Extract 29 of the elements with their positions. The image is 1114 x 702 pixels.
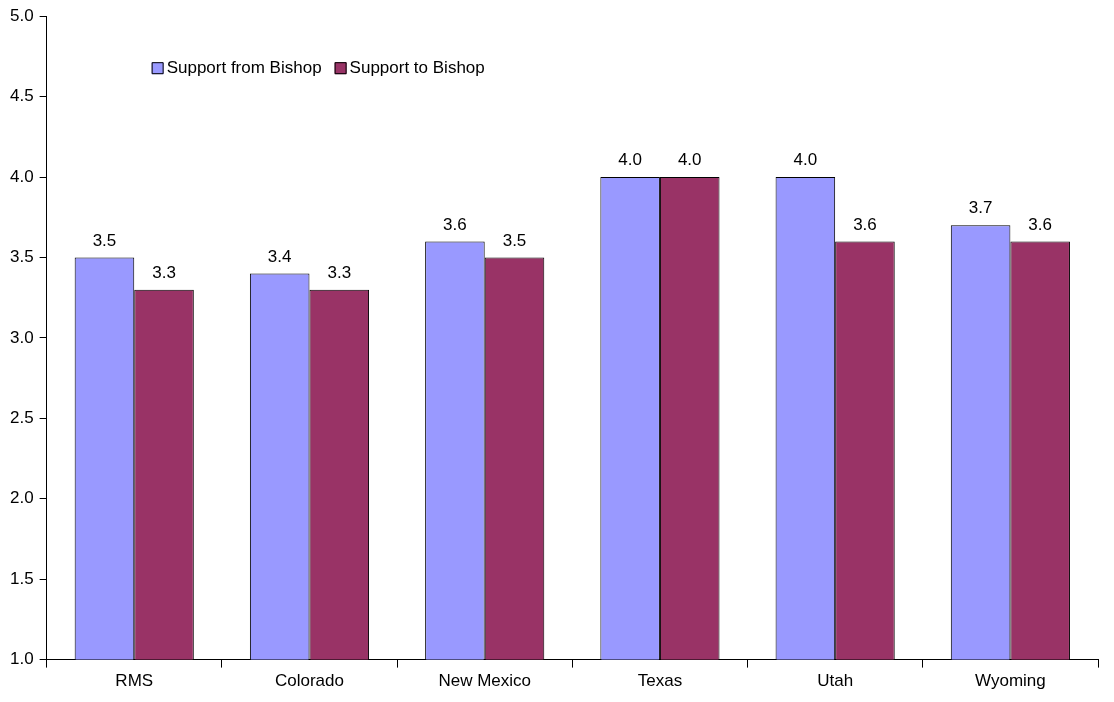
data-label: 3.3	[152, 262, 176, 282]
data-label: 3.6	[443, 214, 467, 234]
legend-label: Support from Bishop	[166, 57, 322, 77]
data-label: 3.3	[327, 262, 352, 282]
legend-label: Support to Bishop	[349, 57, 485, 77]
y-tick-label: 1.5	[9, 568, 34, 588]
data-label: 4.0	[793, 150, 818, 170]
y-tick-label: 1.0	[9, 649, 34, 669]
y-tick-label: 4.5	[9, 86, 34, 106]
data-label: 4.0	[677, 150, 702, 170]
y-tick-label: 2.5	[9, 408, 34, 428]
data-label: 3.6	[853, 214, 877, 234]
data-label: 3.5	[92, 230, 117, 250]
y-tick-label: 2.0	[9, 488, 34, 508]
x-tick-label: Utah	[817, 671, 854, 691]
y-tick-label: 5.0	[9, 5, 34, 25]
x-tick-label: Colorado	[274, 671, 344, 691]
x-tick-label: RMS	[115, 671, 154, 691]
x-tick-label: New Mexico	[438, 671, 531, 691]
x-tick-label: Wyoming	[975, 671, 1046, 691]
data-label: 3.6	[1028, 214, 1052, 234]
y-tick-label: 3.5	[9, 247, 34, 267]
y-tick-label: 3.0	[9, 327, 34, 347]
y-tick-label: 4.0	[9, 166, 34, 186]
data-label: 4.0	[618, 150, 642, 170]
data-label: 3.7	[968, 198, 993, 218]
data-label: 3.4	[267, 246, 292, 266]
data-label: 3.5	[502, 230, 527, 250]
x-tick-label: Texas	[637, 671, 683, 691]
